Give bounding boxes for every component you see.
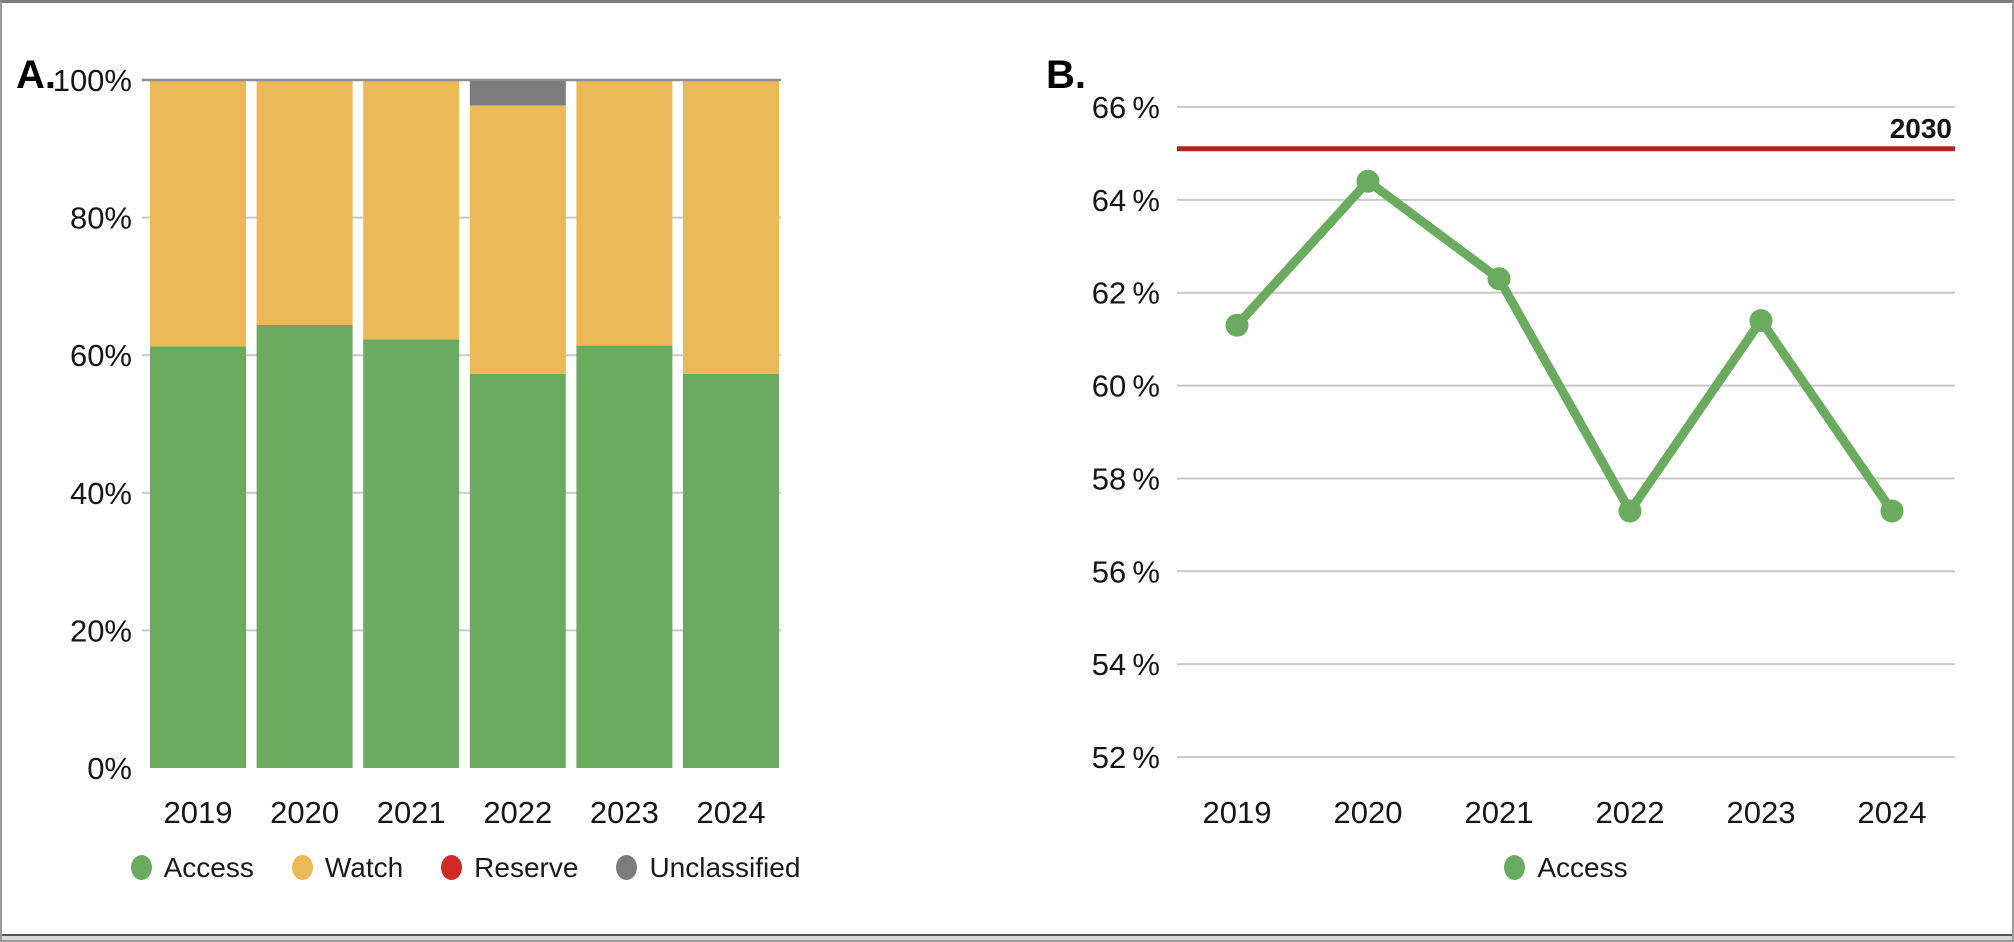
panel-a-x-tick-label: 2019 bbox=[164, 795, 233, 830]
bar-segment-watch-2020[interactable] bbox=[256, 80, 353, 325]
access-point-2020[interactable] bbox=[1356, 169, 1380, 193]
legend-label: Unclassified bbox=[649, 852, 801, 883]
panel-b-legend: Access bbox=[1177, 851, 1955, 885]
bar-segment-access-2021[interactable] bbox=[363, 339, 460, 768]
legend-item-unclassified[interactable]: Unclassified bbox=[616, 851, 800, 885]
panel-a-x-tick-label: 2022 bbox=[483, 795, 552, 830]
legend-item-watch[interactable]: Watch bbox=[291, 851, 404, 885]
panel-a-y-tick-label: 80% bbox=[70, 201, 132, 236]
bar-segment-access-2023[interactable] bbox=[576, 345, 673, 768]
panel-b-y-tick-label: 66 % bbox=[1092, 90, 1160, 125]
panel-a-x-tick-label: 2023 bbox=[590, 795, 659, 830]
panel-a-y-tick-label: 20% bbox=[70, 613, 132, 648]
panel-b-y-tick-label: 62 % bbox=[1092, 276, 1160, 311]
access-line bbox=[1232, 176, 1897, 516]
access-legend-marker-icon bbox=[130, 855, 152, 881]
window-bottom-edge bbox=[2, 934, 2012, 940]
bar-segment-watch-2022[interactable] bbox=[469, 105, 566, 374]
panel-b-x-tick-label: 2019 bbox=[1203, 795, 1272, 830]
legend-item-access[interactable]: Access bbox=[130, 851, 254, 885]
panel-b-y-tick-label: 60 % bbox=[1092, 369, 1160, 404]
access-point-2024[interactable] bbox=[1880, 499, 1904, 523]
panel-b-y-tick-label: 52 % bbox=[1092, 740, 1160, 775]
legend-label: Watch bbox=[324, 852, 404, 883]
panel-b-x-tick-label: 2023 bbox=[1727, 795, 1796, 830]
panel-b-y-tick-label: 58 % bbox=[1092, 461, 1160, 496]
access-point-2021[interactable] bbox=[1487, 267, 1511, 291]
panel-b-title: B. bbox=[1046, 53, 1086, 97]
panel-a-legend: Access Watch Reserve Unclassified bbox=[130, 851, 800, 885]
panel-a-x-tick-label: 2021 bbox=[377, 795, 446, 830]
access-legend-marker-icon bbox=[1504, 855, 1526, 881]
panel-b-y-tick-label: 54 % bbox=[1092, 647, 1160, 682]
legend-label: Reserve bbox=[474, 852, 579, 883]
bar-segment-watch-2021[interactable] bbox=[363, 80, 460, 340]
panel-a-y-tick-label: 60% bbox=[70, 338, 132, 373]
legend-item-reserve[interactable]: Reserve bbox=[441, 851, 578, 885]
bar-segment-unclassified-2022[interactable] bbox=[469, 80, 566, 106]
bar-segment-watch-2019[interactable] bbox=[150, 80, 246, 347]
panel-a-x-tick-label: 2020 bbox=[270, 795, 339, 830]
watch-legend-marker-icon bbox=[291, 855, 313, 881]
legend-label: Access bbox=[163, 852, 254, 883]
bar-segment-watch-2023[interactable] bbox=[576, 80, 673, 346]
panel-b-y-tick-label: 56 % bbox=[1092, 554, 1160, 589]
access-point-2019[interactable] bbox=[1225, 313, 1249, 337]
panel-a-y-tick-label: 40% bbox=[70, 476, 132, 511]
bar-segment-access-2022[interactable] bbox=[469, 373, 566, 768]
panel-b-x-tick-label: 2020 bbox=[1334, 795, 1403, 830]
panel-a-x-tick-label: 2024 bbox=[697, 795, 766, 830]
legend-label: Access bbox=[1537, 852, 1628, 883]
panel-a-title: A. bbox=[16, 53, 56, 97]
access-point-2022[interactable] bbox=[1618, 499, 1642, 523]
bar-segment-access-2020[interactable] bbox=[256, 324, 353, 768]
panel-b-x-tick-label: 2022 bbox=[1596, 795, 1665, 830]
panel-a-y-tick-label: 100% bbox=[53, 63, 132, 98]
panel-b-x-tick-label: 2024 bbox=[1858, 795, 1927, 830]
bar-segment-access-2019[interactable] bbox=[150, 346, 246, 768]
unclassified-legend-marker-icon bbox=[616, 855, 638, 881]
panel-b-y-tick-label: 64 % bbox=[1092, 183, 1160, 218]
bar-segment-access-2024[interactable] bbox=[683, 373, 779, 768]
panel-a-y-tick-label: 0% bbox=[87, 751, 132, 786]
target-2030-label: 2030 bbox=[1890, 113, 1952, 144]
legend-item-access[interactable]: Access bbox=[1504, 851, 1628, 885]
panel-b-x-tick-label: 2021 bbox=[1465, 795, 1534, 830]
bar-segment-watch-2024[interactable] bbox=[683, 80, 779, 374]
charts-canvas: 2019 2020 2021 2022 2023 2024 100% 80% 60% 40% 20%… bbox=[53, 63, 1955, 830]
access-point-2023[interactable] bbox=[1749, 309, 1773, 333]
reserve-legend-marker-icon bbox=[441, 855, 463, 881]
